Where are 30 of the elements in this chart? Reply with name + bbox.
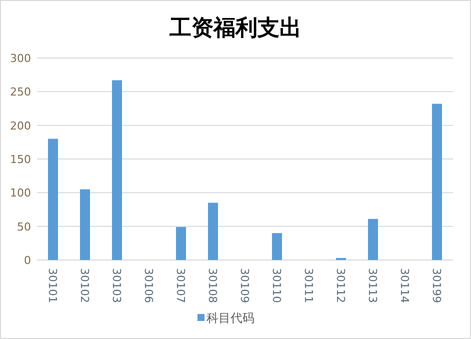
bar [80,189,90,260]
x-tick-label: 30114 [398,268,411,303]
chart-title: 工资福利支出 [168,15,302,41]
x-tick-label: 30107 [174,268,187,303]
bar [112,80,122,260]
x-tick-label: 30112 [334,268,347,303]
x-tick-label: 30110 [270,268,283,303]
y-tick-label: 100 [10,186,31,200]
y-tick-label: 250 [10,86,31,99]
y-tick-label: 150 [10,153,31,166]
x-tick-label: 30102 [78,268,91,303]
bar [432,104,442,260]
x-tick-label: 30111 [302,268,315,303]
x-tick-label: 30106 [142,268,155,303]
y-tick-label: 300 [10,52,31,65]
bar [176,227,186,260]
bar [208,202,218,260]
x-tick-label: 30101 [46,268,59,303]
x-tick-label: 30109 [238,268,251,303]
bar [48,138,58,260]
y-tick-label: 50 [17,220,31,234]
x-tick-label: 30108 [206,268,219,303]
legend-label: 科目代码 [206,311,254,325]
x-tick-label: 30113 [366,268,379,303]
bar [368,218,378,260]
x-tick-label: 30103 [110,268,123,303]
y-tick-label: 200 [10,119,31,132]
x-tick-label: 30199 [430,268,443,303]
bar [272,233,282,260]
y-tick-label: 0 [24,254,31,267]
